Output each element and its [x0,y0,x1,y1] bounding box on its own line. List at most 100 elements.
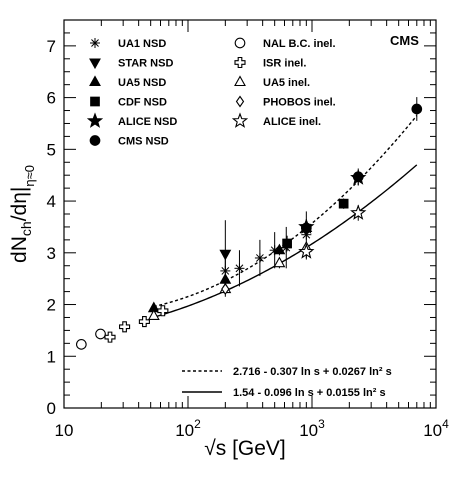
legend-label: ALICE NSD [118,116,177,128]
legend-marker-shape [89,58,101,70]
legend-label: UA5 inel. [263,77,310,89]
fit-legend-label: 1.54 - 0.096 ln s + 0.0155 ln² s [233,387,386,399]
legend-label: ALICE inel. [263,116,321,128]
data-point [157,305,169,317]
axis-ticks [63,19,436,409]
fit-curve-nsd [153,115,418,308]
data-point-shape [147,309,160,320]
legend-marker-shape [234,56,246,69]
fit-curves [153,115,418,318]
series-1 [219,220,232,270]
legend-marker-shape [86,112,104,128]
data-point-shape [157,305,169,317]
data-point [221,283,230,295]
data-point-shape [138,316,150,328]
data-point-stroke [235,264,244,273]
legend-marker-shape [89,135,101,146]
data-point [411,103,423,115]
legend-item: NAL B.C. inel. [234,37,336,50]
legend-label: UA1 NSD [118,38,166,50]
data-point [75,339,87,350]
fit-legend-label: 2.716 - 0.307 ln s + 0.0267 ln² s [233,366,392,378]
data-point-shape [219,249,232,261]
legend-item: UA5 NSD [89,75,166,89]
legend-marker [90,96,100,107]
tick-labels: 0 1 2 3 4 5 6 7 10 102 103 104 [47,37,450,440]
data-point-shape [298,243,315,259]
data-points [75,97,423,350]
fit-legend-item: 1.54 - 0.096 ln s + 0.0155 ln² s [182,387,386,399]
data-point [95,328,106,340]
data-point-shape [282,238,292,249]
data-point [350,204,367,220]
data-point-shape [352,171,364,183]
x-axis-title: √s [GeV] [204,437,286,460]
legend-item: UA5 inel. [234,75,310,89]
legend-marker-shape [234,37,246,49]
legend-label: CMS NSD [118,136,169,148]
series-6 [75,328,106,350]
data-point-shape [273,243,286,255]
legend: UA1 NSD STAR NSD UA5 NSD CDF NSD ALICE NSD CM… [86,37,336,148]
data-point-shape [411,103,423,115]
legend-marker [231,112,249,128]
y-tick-label: 1 [47,347,56,366]
legend-marker-shape [235,95,245,108]
legend-item: ISR inel. [234,56,306,70]
data-point-shape [338,198,349,209]
series-7 [104,305,169,343]
data-point [300,222,312,234]
series-8 [147,240,313,320]
legend-marker [89,135,101,146]
y-tick-label: 0 [47,399,56,418]
data-point-shape [300,222,312,234]
data-point [104,331,116,343]
legend-marker [89,58,101,70]
data-point [282,238,292,249]
legend-label: PHOBOS inel. [263,97,336,109]
data-point-shape [273,256,286,268]
legend-item: ALICE inel. [231,112,321,128]
data-point-shape [95,328,106,340]
legend-label: STAR NSD [118,58,173,70]
legend-label: CDF NSD [118,97,167,109]
legend-item: ALICE NSD [86,112,177,128]
fit-curve-inel [153,164,418,318]
legend-label: NAL B.C. inel. [263,38,336,50]
legend-marker-shape [231,112,249,128]
legend-marker [234,56,246,69]
legend-marker-shape [234,75,246,87]
series-0 [220,211,312,290]
legend-marker-shape [89,75,101,87]
data-point [254,252,265,263]
legend-item: CMS NSD [89,135,169,148]
fit-legend-item: 2.716 - 0.307 ln s + 0.0267 ln² s [182,366,392,378]
data-point-shape [221,283,230,295]
legend-marker [86,112,104,128]
data-point [147,309,160,320]
legend-marker [234,75,246,87]
data-point [219,249,232,261]
y-tick-label: 7 [47,37,56,56]
data-point [273,243,286,255]
y-tick-label: 6 [47,89,56,108]
data-point [119,321,131,333]
data-point [352,171,364,183]
x-tick-label: 104 [423,417,449,440]
data-point [234,263,245,274]
legend-marker-shape [90,96,100,107]
y-tick-label: 4 [47,192,56,211]
series-9 [221,281,230,297]
legend-marker [235,95,245,108]
series-10 [298,204,367,260]
data-point [273,256,286,268]
legend-marker [89,75,101,87]
x-tick-label: 10 [55,421,74,440]
x-tick-label: 102 [175,417,201,440]
legend-item: CDF NSD [90,96,167,109]
data-point-stroke [270,246,279,255]
data-point-stroke [221,267,230,275]
y-axis-title: dNch/dη|η≈0 [8,165,37,263]
legend-item: STAR NSD [89,58,173,70]
